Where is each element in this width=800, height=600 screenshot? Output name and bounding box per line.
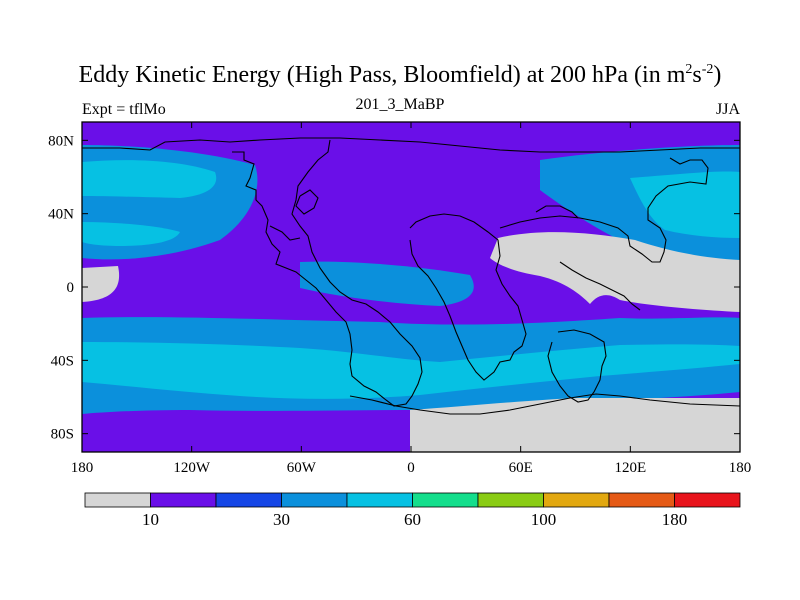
colorbar-swatch bbox=[477, 492, 544, 508]
x-tick-label: 120W bbox=[173, 460, 211, 476]
contour-fill bbox=[82, 122, 740, 452]
plot-title: Eddy Kinetic Energy (High Pass, Bloomfie… bbox=[78, 62, 722, 88]
southeast-asia-coast bbox=[559, 261, 641, 311]
sh-storm-core bbox=[82, 342, 740, 399]
australia-coast bbox=[547, 329, 607, 403]
eurasia-coast bbox=[499, 157, 709, 263]
arctic-coast bbox=[82, 137, 740, 153]
x-tick-label: 120E bbox=[614, 460, 646, 476]
season-label: JJA bbox=[715, 101, 740, 118]
x-tick-label: 60E bbox=[509, 460, 533, 476]
x-tick-label: 180 bbox=[729, 460, 752, 476]
africa-coast bbox=[409, 213, 527, 381]
experiment-label: Expt = tflMo bbox=[82, 101, 166, 118]
colorbar-label: 180 bbox=[662, 510, 688, 529]
east-pacific-low bbox=[82, 266, 120, 302]
nh-asia-core bbox=[630, 171, 740, 238]
colorbar-swatch bbox=[150, 492, 217, 508]
nh-pacific-core bbox=[82, 160, 217, 198]
colorbar-label: 100 bbox=[531, 510, 557, 529]
y-tick-label: 80N bbox=[48, 133, 74, 149]
colorbar-swatch bbox=[346, 492, 413, 508]
y-tick-label: 40N bbox=[48, 207, 74, 223]
colorbar-swatch bbox=[84, 492, 151, 508]
colorbar-label: 60 bbox=[404, 510, 421, 529]
caribbean-coast bbox=[269, 225, 301, 241]
y-tick-label: 40S bbox=[51, 353, 74, 369]
colorbar-swatch bbox=[281, 492, 348, 508]
x-tick-label: 180 bbox=[71, 460, 94, 476]
asia-monsoon-low bbox=[490, 232, 740, 312]
colorbar-swatch bbox=[608, 492, 675, 508]
colorbar-swatch bbox=[412, 492, 479, 508]
america-coast bbox=[232, 139, 423, 407]
colorbar-swatch bbox=[215, 492, 282, 508]
continent-outlines bbox=[82, 137, 740, 415]
run-label: 201_3_MaBP bbox=[355, 96, 445, 113]
y-tick-label: 80S bbox=[51, 427, 74, 443]
greenland-coast bbox=[295, 189, 319, 215]
nh-pacific-core-lower bbox=[82, 222, 180, 246]
mediterranean-coast bbox=[535, 205, 579, 219]
contour-below-10 bbox=[82, 232, 740, 452]
x-tick-label: 60W bbox=[287, 460, 317, 476]
colorbar-swatch bbox=[543, 492, 610, 508]
x-tick-label: 0 bbox=[407, 460, 415, 476]
contour-level-4 bbox=[82, 160, 740, 399]
axis-ticks: 180 120W 60W 0 60E 120E 180 80N 40N 0 40S 80S bbox=[48, 122, 751, 476]
colorbar-label: 10 bbox=[142, 510, 159, 529]
antarctic-low bbox=[410, 398, 740, 452]
antarctica-coast bbox=[349, 393, 740, 415]
y-tick-label: 0 bbox=[67, 280, 75, 296]
colorbar: 10 30 60 100 180 bbox=[84, 492, 741, 529]
colorbar-swatch bbox=[674, 492, 741, 508]
colorbar-label: 30 bbox=[273, 510, 290, 529]
